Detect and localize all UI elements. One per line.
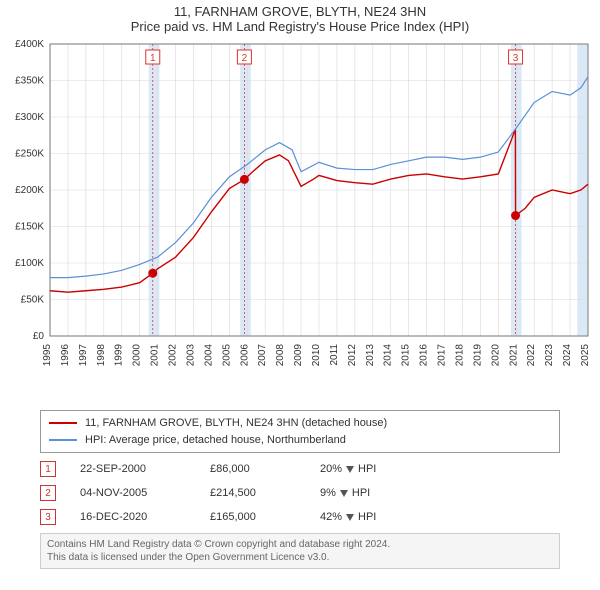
svg-text:2002: 2002 <box>168 344 179 367</box>
legend-item-property: 11, FARNHAM GROVE, BLYTH, NE24 3HN (deta… <box>49 415 551 432</box>
svg-text:2019: 2019 <box>472 344 483 367</box>
sale-diff-2: 9% HPI <box>320 487 440 499</box>
sale-date-3: 16-DEC-2020 <box>80 511 210 523</box>
down-arrow-icon <box>340 490 348 497</box>
svg-text:2025: 2025 <box>580 344 591 367</box>
legend-label-hpi: HPI: Average price, detached house, Nort… <box>85 432 346 449</box>
title-subtitle: Price paid vs. HM Land Registry's House … <box>0 19 600 34</box>
sale-diff-pct-2: 9% <box>320 487 336 499</box>
svg-text:2022: 2022 <box>526 344 537 367</box>
svg-text:2006: 2006 <box>239 344 250 367</box>
sale-marker-2: 2 <box>40 485 56 501</box>
svg-text:1997: 1997 <box>78 344 89 367</box>
footer-line1: Contains HM Land Registry data © Crown c… <box>47 538 553 551</box>
sales-table: 1 22-SEP-2000 £86,000 20% HPI 2 04-NOV-2… <box>40 457 560 529</box>
svg-text:2001: 2001 <box>150 344 161 367</box>
svg-text:£150K: £150K <box>15 222 44 233</box>
sale-diff-suffix-1: HPI <box>358 463 376 475</box>
legend-swatch-property <box>49 422 77 424</box>
svg-text:2017: 2017 <box>437 344 448 367</box>
svg-text:1999: 1999 <box>114 344 125 367</box>
title-block: 11, FARNHAM GROVE, BLYTH, NE24 3HN Price… <box>0 0 600 36</box>
svg-text:1996: 1996 <box>60 344 71 367</box>
down-arrow-icon <box>346 514 354 521</box>
sale-marker-3: 3 <box>40 509 56 525</box>
svg-text:£200K: £200K <box>15 185 44 196</box>
legend: 11, FARNHAM GROVE, BLYTH, NE24 3HN (deta… <box>40 410 560 453</box>
legend-item-hpi: HPI: Average price, detached house, Nort… <box>49 432 551 449</box>
svg-text:2005: 2005 <box>221 344 232 367</box>
svg-text:2016: 2016 <box>419 344 430 367</box>
svg-text:2004: 2004 <box>203 344 214 367</box>
svg-text:1995: 1995 <box>42 344 53 367</box>
sale-diff-1: 20% HPI <box>320 463 440 475</box>
down-arrow-icon <box>346 466 354 473</box>
svg-text:£250K: £250K <box>15 149 44 160</box>
svg-text:2020: 2020 <box>490 344 501 367</box>
svg-text:£0: £0 <box>33 331 45 342</box>
sale-date-1: 22-SEP-2000 <box>80 463 210 475</box>
sale-date-2: 04-NOV-2005 <box>80 487 210 499</box>
sale-diff-pct-1: 20% <box>320 463 342 475</box>
svg-text:£350K: £350K <box>15 76 44 87</box>
legend-label-property: 11, FARNHAM GROVE, BLYTH, NE24 3HN (deta… <box>85 415 387 432</box>
sale-diff-pct-3: 42% <box>320 511 342 523</box>
title-address: 11, FARNHAM GROVE, BLYTH, NE24 3HN <box>0 4 600 19</box>
footer-line2: This data is licensed under the Open Gov… <box>47 551 553 564</box>
legend-swatch-hpi <box>49 439 77 441</box>
sale-diff-suffix-2: HPI <box>352 487 370 499</box>
svg-text:1998: 1998 <box>96 344 107 367</box>
svg-text:2: 2 <box>242 53 248 64</box>
svg-text:2003: 2003 <box>185 344 196 367</box>
svg-text:2023: 2023 <box>544 344 555 367</box>
footer-attribution: Contains HM Land Registry data © Crown c… <box>40 533 560 569</box>
sale-price-1: £86,000 <box>210 463 320 475</box>
svg-text:2010: 2010 <box>311 344 322 367</box>
svg-text:2011: 2011 <box>329 344 340 366</box>
svg-text:2018: 2018 <box>454 344 465 367</box>
sale-price-3: £165,000 <box>210 511 320 523</box>
svg-text:3: 3 <box>513 53 519 64</box>
svg-text:2012: 2012 <box>347 344 358 367</box>
svg-text:2008: 2008 <box>275 344 286 367</box>
svg-text:£400K: £400K <box>15 39 44 50</box>
svg-text:2000: 2000 <box>132 344 143 367</box>
sale-diff-3: 42% HPI <box>320 511 440 523</box>
price-chart: £0 £50K £100K £150K £200K £250K £300K £350K £400… <box>0 36 600 406</box>
svg-text:2015: 2015 <box>401 344 412 367</box>
svg-text:£300K: £300K <box>15 112 44 123</box>
sale-marker-1: 1 <box>40 461 56 477</box>
svg-text:2014: 2014 <box>383 344 394 367</box>
svg-text:2021: 2021 <box>508 344 519 367</box>
chart-container: 11, FARNHAM GROVE, BLYTH, NE24 3HN Price… <box>0 0 600 569</box>
sale-diff-suffix-3: HPI <box>358 511 376 523</box>
svg-text:2013: 2013 <box>365 344 376 367</box>
svg-text:2024: 2024 <box>562 344 573 367</box>
sale-row-1: 1 22-SEP-2000 £86,000 20% HPI <box>40 457 560 481</box>
svg-text:£100K: £100K <box>15 258 44 269</box>
sale-row-2: 2 04-NOV-2005 £214,500 9% HPI <box>40 481 560 505</box>
svg-text:2007: 2007 <box>257 344 268 367</box>
sale-row-3: 3 16-DEC-2020 £165,000 42% HPI <box>40 505 560 529</box>
svg-text:£50K: £50K <box>21 295 45 306</box>
svg-text:1: 1 <box>150 53 156 64</box>
svg-text:2009: 2009 <box>293 344 304 367</box>
sale-price-2: £214,500 <box>210 487 320 499</box>
